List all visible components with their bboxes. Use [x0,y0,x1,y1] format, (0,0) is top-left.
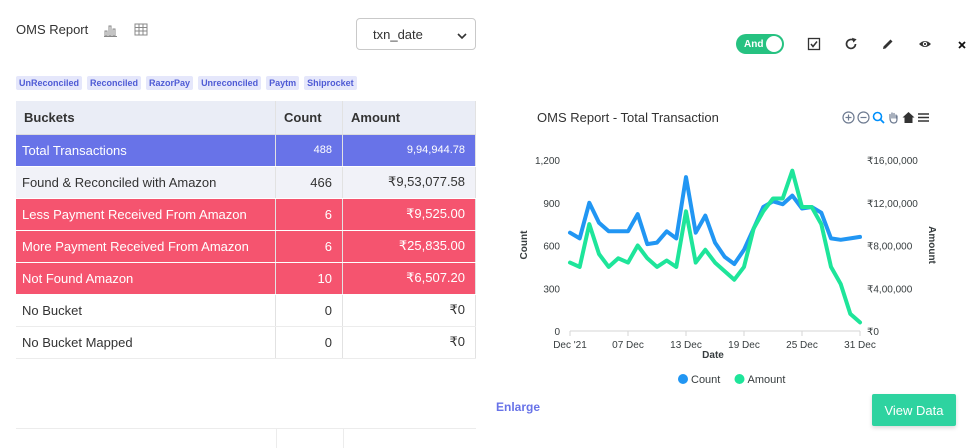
x-tick-label: 25 Dec [786,340,818,351]
table-row[interactable]: No Bucket Mapped 0 ₹0 [16,326,476,359]
count-cell: 488 [275,134,343,167]
amount-cell: ₹6,507.20 [342,262,476,295]
menu-icon[interactable] [917,111,930,124]
y-tick-label-right: ₹12,00,000 [867,199,918,210]
count-cell: 6 [275,198,343,231]
filter-chip[interactable]: Reconciled [87,76,142,90]
y-tick-label-left: 600 [543,242,560,253]
x-tick-label: 19 Dec [728,340,760,351]
enlarge-link[interactable]: Enlarge [496,400,541,414]
x-tick-label: 07 Dec [612,340,644,351]
y-tick-label-left: 900 [543,199,560,210]
table-row[interactable]: Found & Reconciled with Amazon 466 ₹9,53… [16,166,476,199]
and-toggle-label: And [744,38,764,50]
table-row[interactable]: Less Payment Received From Amazon 6 ₹9,5… [16,198,476,231]
report-title: OMS Report [16,22,89,37]
report-toolbar: And [736,34,969,54]
table-row[interactable]: More Payment Received From Amazon 6 ₹25,… [16,230,476,263]
filter-chip[interactable]: Shiprocket [304,76,357,90]
table-grid-icon[interactable] [134,23,148,37]
pencil-icon[interactable] [881,37,895,51]
bucket-cell: Found & Reconciled with Amazon [16,166,276,199]
legend-label-amount: Amount [748,374,786,386]
close-icon[interactable] [955,37,969,51]
legend-marker-amount [734,374,745,384]
eye-icon[interactable] [918,37,932,51]
legend-label-count: Count [691,374,720,386]
column-header-buckets: Buckets [16,101,276,135]
count-cell: 0 [275,294,343,327]
y-tick-label-right: ₹4,00,000 [867,284,913,295]
table-row[interactable]: Total Transactions 488 9,94,944.78 [16,134,476,167]
toggle-knob [766,36,782,52]
amount-cell: ₹25,835.00 [342,230,476,263]
pan-hand-icon[interactable] [887,111,900,124]
table-row[interactable]: No Bucket 0 ₹0 [16,294,476,327]
x-axis-title: Date [702,350,724,361]
count-cell: 10 [275,262,343,295]
bucket-cell: No Bucket Mapped [16,326,276,359]
amount-cell: ₹0 [342,326,476,359]
column-divider [343,429,344,448]
amount-cell: ₹9,53,077.58 [342,166,476,199]
y-tick-label-left: 300 [543,284,560,295]
y-tick-label-left: 1,200 [535,156,560,167]
refresh-icon[interactable] [844,37,858,51]
y-axis-title-right: Amount [926,226,937,264]
column-header-count: Count [275,101,343,135]
bucket-cell: Less Payment Received From Amazon [16,198,276,231]
date-field-select[interactable]: txn_date [356,18,476,50]
table-header-row: Buckets Count Amount [16,101,476,135]
table-row[interactable]: Not Found Amazon 10 ₹6,507.20 [16,262,476,295]
series-line-amount [568,168,862,325]
y-tick-label-right: ₹16,00,000 [867,156,918,167]
amount-cell: ₹0 [342,294,476,327]
filter-chip[interactable]: Paytm [266,76,300,90]
report-header: OMS Report [16,22,148,37]
magnify-icon[interactable] [872,111,885,124]
y-tick-label-right: ₹0 [867,327,879,338]
x-tick-label: 31 Dec [844,340,876,351]
column-header-amount: Amount [342,101,476,135]
zoom-in-icon[interactable] [842,111,855,124]
y-tick-label-left: 0 [554,327,560,338]
table-empty-row [16,428,476,448]
y-axis-title-left: Count [519,230,530,260]
amount-cell: 9,94,944.78 [342,134,476,167]
chart-toolbar [842,111,932,124]
filter-chips: UnReconciled Reconciled RazorPay Unrecon… [16,76,362,90]
filter-chip[interactable]: RazorPay [146,76,194,90]
checkbox-icon[interactable] [807,37,821,51]
count-cell: 6 [275,230,343,263]
legend-marker-count [678,374,688,384]
filter-chip[interactable]: Unreconciled [198,76,262,90]
view-data-button[interactable]: View Data [872,394,956,426]
date-field-select-value: txn_date [373,26,423,42]
column-divider [276,429,277,448]
series-line-count [568,175,862,266]
bucket-cell: No Bucket [16,294,276,327]
bucket-cell: More Payment Received From Amazon [16,230,276,263]
bar-chart-icon[interactable] [104,23,118,37]
bucket-cell: Total Transactions [16,134,276,167]
transaction-line-chart: 0 300 600 900 1,200 ₹0 ₹4,00,000 ₹8,00,000 ₹12,0… [519,156,937,386]
count-cell: 0 [275,326,343,359]
bucket-cell: Not Found Amazon [16,262,276,295]
and-toggle[interactable]: And [736,34,784,54]
amount-cell: ₹9,525.00 [342,198,476,231]
x-tick-label: 13 Dec [670,340,702,351]
buckets-table: Buckets Count Amount Total Transactions … [16,101,476,359]
y-tick-label-right: ₹8,00,000 [867,242,913,253]
count-cell: 466 [275,166,343,199]
zoom-out-icon[interactable] [857,111,870,124]
home-reset-icon[interactable] [902,111,915,124]
chevron-down-icon [457,29,467,40]
filter-chip[interactable]: UnReconciled [16,76,83,90]
x-tick-label: Dec '21 [553,340,587,351]
chart-title: OMS Report - Total Transaction [537,110,719,125]
